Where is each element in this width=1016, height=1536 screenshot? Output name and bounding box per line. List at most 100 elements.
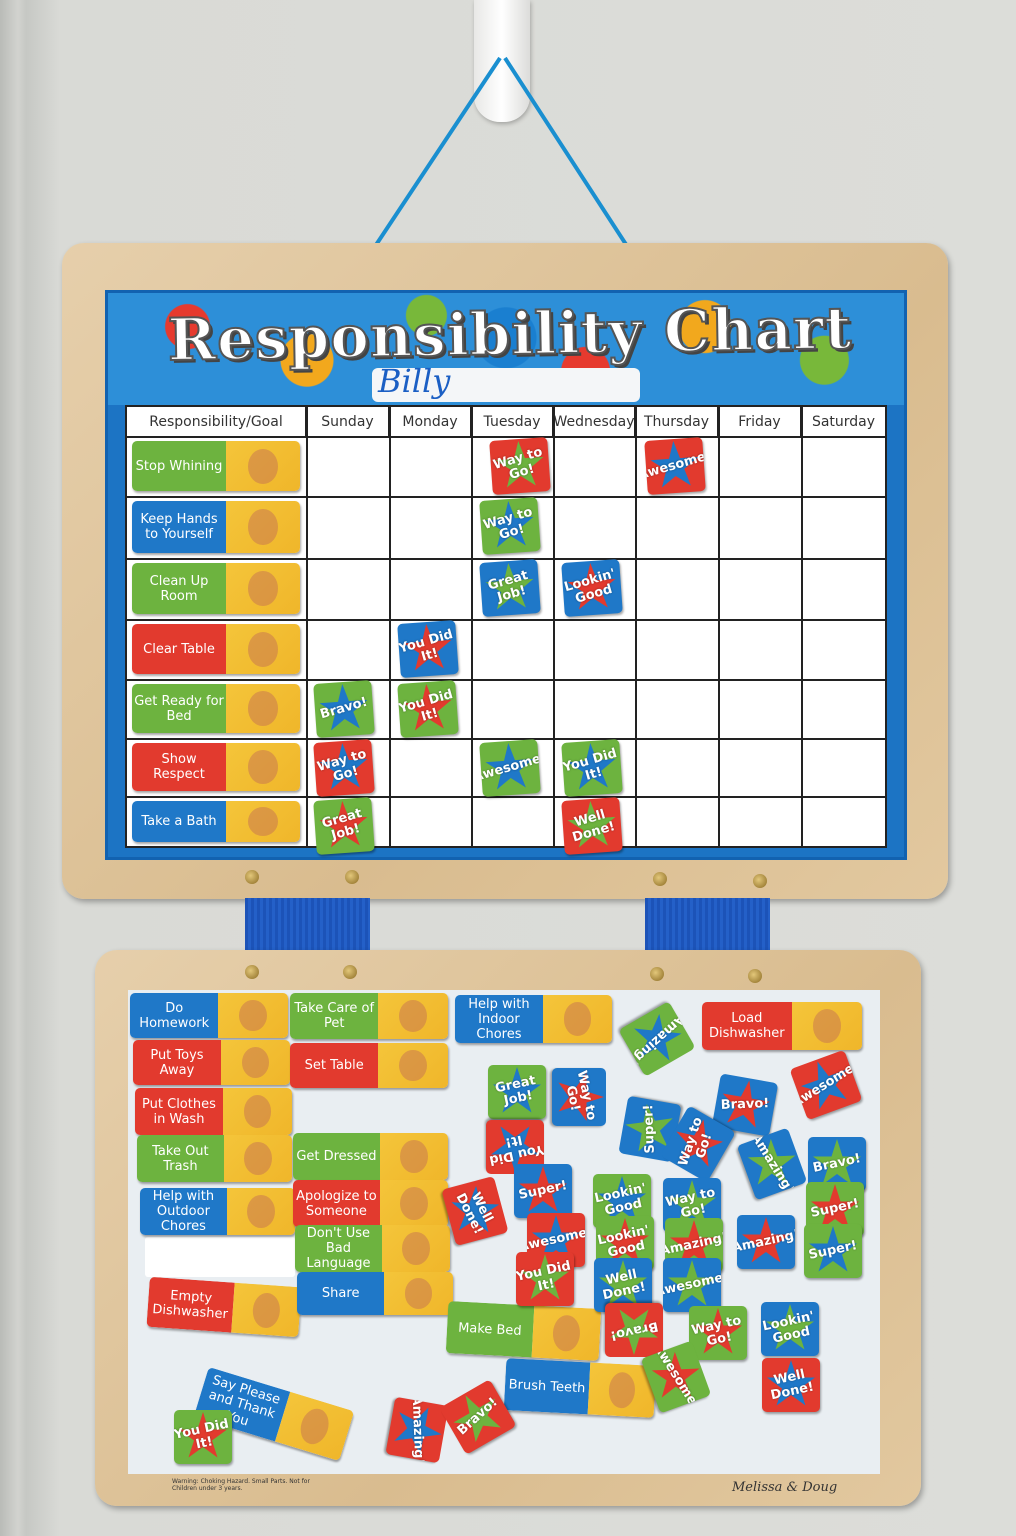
task-magnet[interactable]: Don't Use Bad Language: [295, 1225, 450, 1272]
task-magnet[interactable]: Clean Up Room: [132, 563, 300, 614]
task-illustration: [791, 1002, 862, 1050]
task-magnet[interactable]: Show Respect: [132, 743, 300, 791]
reward-magnet[interactable]: Way to Go!: [489, 437, 551, 495]
task-label: Clean Up Room: [132, 563, 227, 614]
task-magnet[interactable]: Keep Hands to Yourself: [132, 501, 300, 553]
task-magnet[interactable]: Set Table: [290, 1043, 448, 1088]
reward-magnet[interactable]: You Did It!: [561, 739, 623, 797]
task-magnet[interactable]: Help with Indoor Chores: [455, 995, 612, 1043]
reward-magnet[interactable]: Bravo!: [312, 680, 375, 738]
task-magnet[interactable]: Put Clothes in Wash: [135, 1088, 292, 1135]
grid-line: [635, 407, 637, 846]
reward-magnet[interactable]: Awesome!: [643, 437, 706, 495]
reward-text: Great Job!: [319, 805, 364, 844]
grid-line: [127, 558, 885, 560]
grid-line: [127, 619, 885, 621]
column-header: Responsibility/Goal: [127, 407, 307, 437]
task-magnet[interactable]: Take Care of Pet: [290, 993, 448, 1039]
task-illustration: [381, 1225, 450, 1272]
reward-text: Amazing!: [408, 1396, 427, 1464]
task-label: Load Dishwasher: [702, 1002, 792, 1050]
reward-text: You Did It!: [174, 1416, 231, 1453]
reward-magnet[interactable]: Well Done!: [561, 797, 623, 855]
reward-magnet[interactable]: You Did It!: [174, 1410, 232, 1464]
task-illustration: [379, 1180, 448, 1227]
reward-magnet[interactable]: Way to Go!: [689, 1306, 747, 1360]
child-name: Billy: [378, 362, 451, 400]
blank-magnet[interactable]: [145, 1237, 295, 1277]
task-magnet[interactable]: Apologize to Someone: [293, 1180, 448, 1227]
reward-magnet[interactable]: You Did It!: [397, 620, 459, 678]
task-magnet[interactable]: Clear Table: [132, 624, 300, 674]
task-magnet[interactable]: Load Dishwasher: [702, 1002, 862, 1050]
reward-text: You Did It!: [397, 686, 455, 725]
reward-magnet[interactable]: Amazing!: [385, 1396, 449, 1464]
reward-text: Well Done!: [769, 1367, 816, 1404]
reward-text: Super!: [517, 1178, 569, 1203]
task-magnet[interactable]: Take a Bath: [132, 801, 300, 842]
column-header: Thursday: [636, 407, 719, 437]
task-magnet[interactable]: Share: [297, 1272, 453, 1315]
reward-magnet[interactable]: Awesome!: [663, 1258, 721, 1312]
task-illustration: [226, 801, 300, 842]
column-header: Sunday: [307, 407, 390, 437]
grid-line: [718, 407, 720, 846]
task-label: Help with Outdoor Chores: [140, 1188, 227, 1235]
screw: [245, 965, 259, 979]
reward-text: Bravo!: [608, 1318, 660, 1343]
reward-magnet[interactable]: Way to Go!: [479, 497, 541, 555]
reward-magnet[interactable]: Well Done!: [762, 1358, 820, 1412]
reward-magnet[interactable]: Great Job!: [488, 1065, 546, 1119]
reward-magnet[interactable]: Great Job!: [479, 559, 541, 617]
grid-line: [127, 679, 885, 681]
reward-magnet[interactable]: Super!: [514, 1164, 572, 1218]
task-magnet[interactable]: Help with Outdoor Chores: [140, 1188, 295, 1235]
task-label: Stop Whining: [132, 441, 227, 491]
reward-magnet[interactable]: Lookin' Good: [761, 1302, 819, 1356]
task-magnet[interactable]: Take Out Trash: [137, 1135, 292, 1182]
reward-magnet[interactable]: You Did It!: [397, 680, 459, 738]
reward-magnet[interactable]: Way to Go!: [312, 739, 375, 797]
reward-magnet[interactable]: Awesome!: [479, 739, 541, 797]
reward-text: Way to Go!: [315, 746, 368, 785]
task-magnet[interactable]: Make Bed: [445, 1301, 602, 1361]
task-illustration: [384, 1272, 453, 1315]
screw: [753, 874, 767, 888]
reward-magnet[interactable]: Lookin' Good: [561, 559, 623, 617]
task-magnet[interactable]: Brush Teeth: [503, 1358, 657, 1418]
reward-magnet[interactable]: Bravo!: [605, 1303, 663, 1357]
task-label: Take a Bath: [132, 801, 227, 842]
screw: [245, 870, 259, 884]
reward-magnet[interactable]: Amazing!: [737, 1215, 795, 1269]
task-magnet[interactable]: Get Ready for Bed: [132, 684, 300, 733]
name-field[interactable]: [372, 368, 640, 402]
task-magnet[interactable]: Put Toys Away: [133, 1040, 290, 1085]
task-illustration: [226, 684, 300, 733]
task-magnet[interactable]: Stop Whining: [132, 441, 300, 491]
reward-text: Great Job!: [486, 567, 530, 606]
screw: [653, 872, 667, 886]
grid-line: [127, 496, 885, 498]
task-illustration: [531, 1305, 602, 1361]
task-label: Make Bed: [445, 1301, 535, 1358]
task-label: Don't Use Bad Language: [295, 1225, 382, 1272]
task-label: Take Out Trash: [137, 1135, 224, 1182]
column-header: Tuesday: [472, 407, 554, 437]
task-label: Empty Dishwasher: [146, 1276, 235, 1333]
reward-text: Awesome!: [643, 447, 706, 484]
reward-magnet[interactable]: You Did It!: [516, 1252, 574, 1306]
reward-magnet[interactable]: Great Job!: [312, 797, 375, 855]
task-label: Brush Teeth: [503, 1358, 591, 1415]
task-magnet[interactable]: Empty Dishwasher: [146, 1276, 302, 1338]
task-illustration: [226, 624, 300, 674]
star-banner: [108, 293, 904, 405]
reward-magnet[interactable]: Super!: [804, 1224, 862, 1278]
task-magnet[interactable]: Do Homework: [130, 993, 288, 1038]
task-label: Get Dressed: [293, 1133, 380, 1180]
column-header: Monday: [390, 407, 472, 437]
reward-magnet[interactable]: Way to Go!: [552, 1068, 606, 1126]
chart-title: Responsibility Chart: [166, 293, 854, 375]
task-magnet[interactable]: Get Dressed: [293, 1133, 448, 1180]
task-label: Keep Hands to Yourself: [132, 501, 227, 553]
grid-line: [306, 407, 308, 846]
